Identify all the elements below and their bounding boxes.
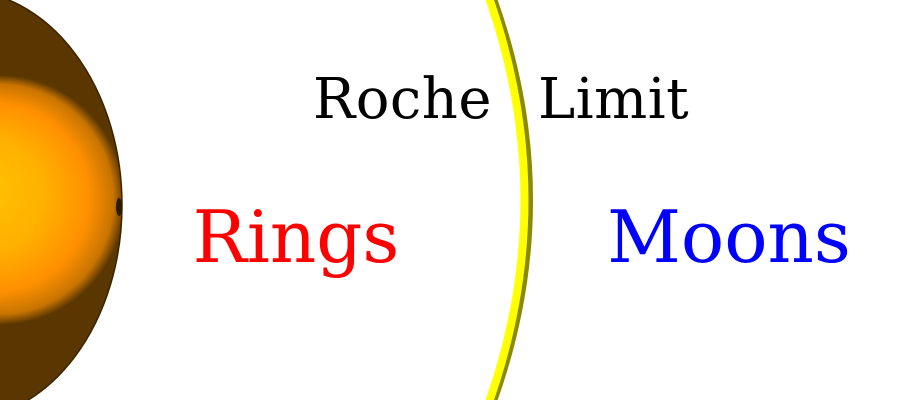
roche-label: Roche [313, 67, 492, 132]
planet [0, 0, 123, 400]
roche-limit-arc-line [485, 0, 529, 400]
planet-edge-shade [116, 198, 122, 216]
moons-label: Moons [607, 195, 851, 279]
planet-body [0, 0, 123, 400]
rings-label: Rings [193, 195, 400, 279]
roche-limit-arc [485, 0, 533, 400]
limit-label: Limit [538, 67, 689, 132]
